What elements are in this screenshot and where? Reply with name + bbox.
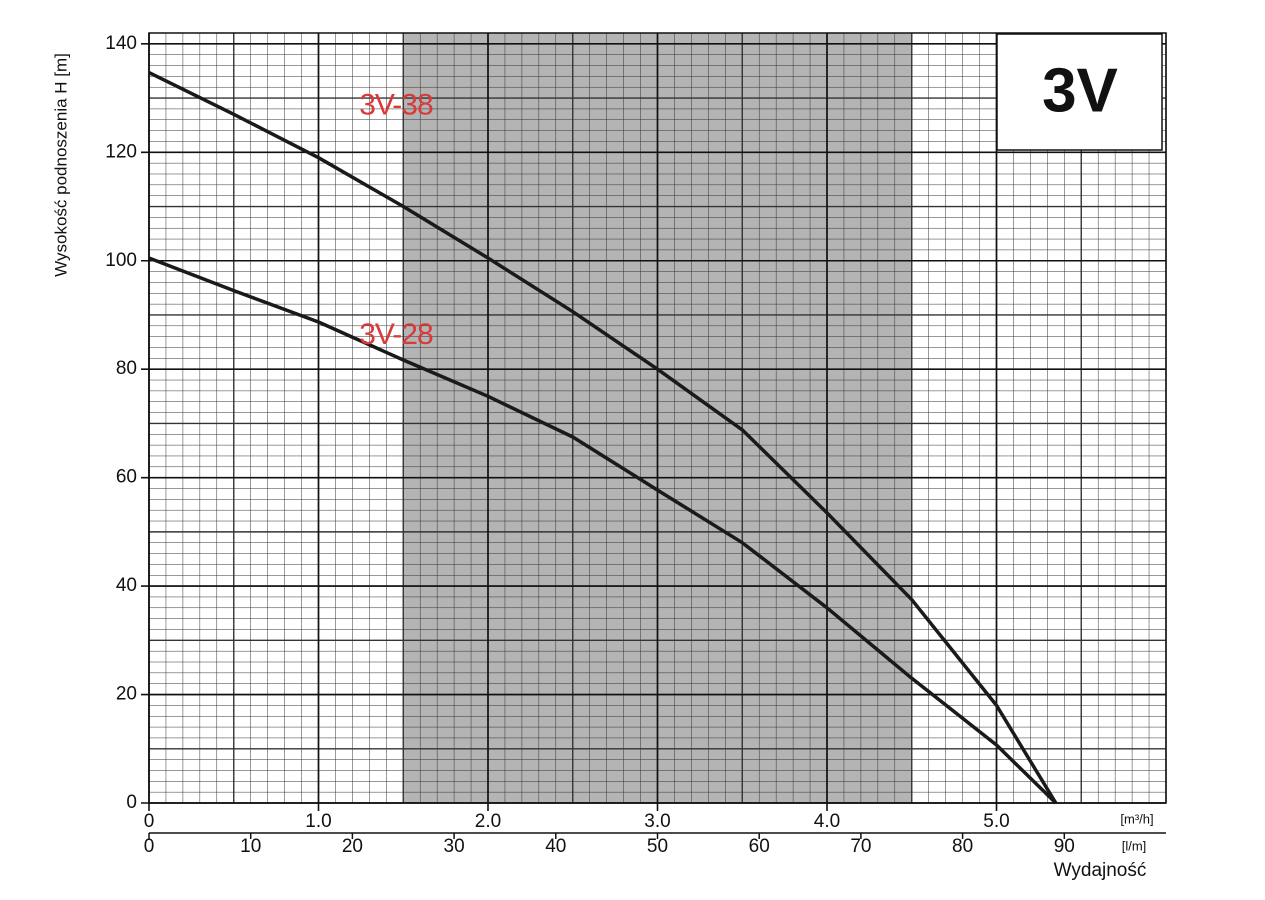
x-unit: [m³/h]	[1120, 811, 1153, 826]
x2-tick-label: 60	[749, 836, 770, 857]
y-tick-label: 80	[116, 358, 137, 379]
x-axis-label: Wydajność	[1054, 860, 1147, 881]
y-tick-label: 120	[105, 141, 137, 162]
y-axis-label: Wysokość podnoszenia H [m]	[51, 53, 70, 277]
x2-tick-label: 30	[444, 836, 465, 857]
series-label: 3V-28	[359, 318, 433, 351]
y-tick-label: 0	[126, 792, 137, 813]
x2-tick-label: 10	[240, 836, 261, 857]
series-line	[148, 71, 1058, 804]
x-tick-label: 2.0	[475, 811, 501, 832]
marks	[148, 71, 1058, 805]
x-tick-label: 4.0	[814, 811, 840, 832]
x-tick-label: 0	[144, 811, 155, 832]
x-tick-label: 1.0	[305, 811, 331, 832]
x2-tick-label: 50	[647, 836, 668, 857]
series-line	[148, 256, 1058, 805]
x2-tick-label: 80	[952, 836, 973, 857]
title-box	[996, 33, 1163, 151]
series-label: 3V-38	[359, 88, 433, 121]
x-tick-label: 3.0	[644, 811, 670, 832]
x2-unit: [l/m]	[1122, 838, 1147, 853]
x2-tick-label: 70	[850, 836, 871, 857]
chart-title: 3V	[1042, 56, 1118, 125]
y-tick-label: 20	[116, 684, 137, 705]
y-tick-label: 140	[105, 33, 137, 54]
y-tick-label: 100	[105, 250, 137, 271]
x2-tick-label: 0	[144, 836, 155, 857]
x2-tick-label: 20	[342, 836, 363, 857]
x2-tick-label: 40	[545, 836, 566, 857]
x-tick-label: 5.0	[983, 811, 1009, 832]
x2-tick-label: 90	[1054, 836, 1075, 857]
y-tick-label: 60	[116, 467, 137, 488]
y-tick-label: 40	[116, 575, 137, 596]
plot-frame	[148, 32, 1167, 804]
